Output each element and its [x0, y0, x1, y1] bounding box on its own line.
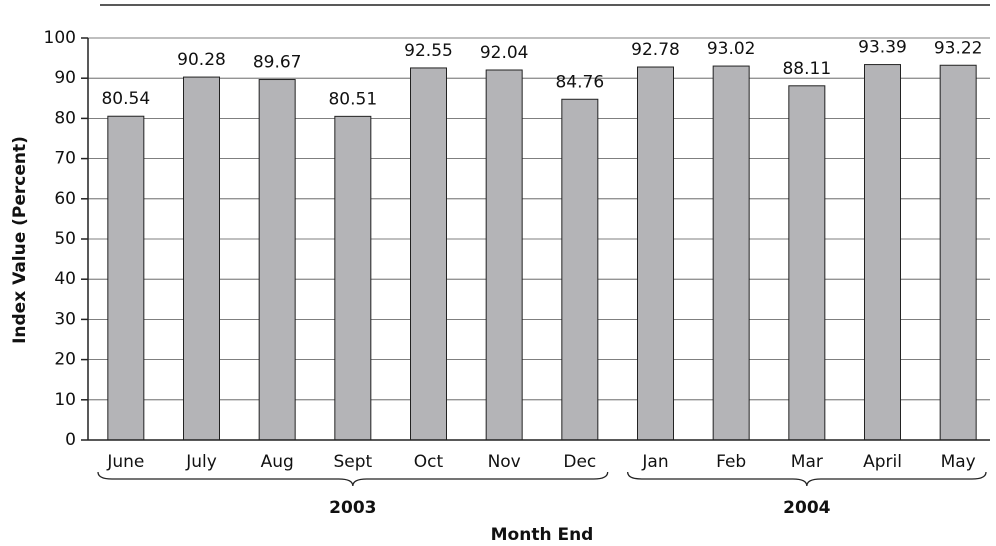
- bar: [183, 76, 220, 441]
- group-label: 2003: [329, 498, 376, 518]
- value-label: 90.28: [177, 50, 226, 70]
- bar: [864, 64, 901, 441]
- value-label: 93.39: [858, 38, 907, 58]
- x-tick-label: Aug: [261, 452, 294, 472]
- x-tick-label: Oct: [414, 452, 444, 472]
- value-label: 84.76: [555, 72, 604, 92]
- group-brace: [97, 471, 609, 487]
- value-label: 80.54: [101, 89, 150, 109]
- y-tick-label: 20: [54, 350, 76, 370]
- y-tick-label: 0: [65, 430, 76, 450]
- x-tick-label: Feb: [716, 452, 746, 472]
- y-tick-label: 70: [54, 149, 76, 169]
- bar: [334, 115, 372, 441]
- value-label: 93.02: [707, 39, 756, 59]
- bar: [637, 66, 674, 441]
- x-tick-label: July: [185, 452, 217, 472]
- bar: [939, 64, 977, 441]
- y-tick-label: 80: [54, 108, 76, 128]
- bar: [410, 67, 447, 441]
- y-tick-label: 60: [54, 189, 76, 209]
- bar: [788, 85, 826, 441]
- group-brace: [627, 471, 987, 487]
- value-label: 89.67: [253, 53, 302, 73]
- x-tick-label: Mar: [791, 452, 823, 472]
- y-tick-label: 10: [54, 390, 76, 410]
- group-label: 2004: [783, 498, 830, 518]
- y-tick-label: 100: [44, 28, 76, 48]
- y-tick-label: 50: [54, 229, 76, 249]
- x-tick-label: April: [863, 452, 902, 472]
- bar: [258, 79, 296, 441]
- y-tick-label: 30: [54, 309, 76, 329]
- value-label: 93.22: [934, 38, 983, 58]
- x-tick-label: May: [941, 452, 976, 472]
- bar: [485, 69, 523, 441]
- bar: [561, 98, 599, 441]
- x-tick-label: Jan: [641, 452, 668, 472]
- x-tick-label: Dec: [563, 452, 596, 472]
- y-axis-label: Index Value (Percent): [10, 136, 30, 344]
- bar: [107, 115, 145, 441]
- x-tick-label: June: [106, 452, 144, 472]
- value-label: 80.51: [328, 89, 377, 109]
- value-label: 92.78: [631, 40, 680, 60]
- x-axis-label: Month End: [491, 525, 594, 545]
- bar: [712, 65, 750, 441]
- y-tick-label: 40: [54, 269, 76, 289]
- x-tick-label: Sept: [333, 452, 372, 472]
- x-tick-label: Nov: [488, 452, 521, 472]
- value-label: 88.11: [782, 59, 831, 79]
- y-tick-label: 90: [54, 68, 76, 88]
- value-label: 92.04: [480, 43, 529, 63]
- value-label: 92.55: [404, 41, 453, 61]
